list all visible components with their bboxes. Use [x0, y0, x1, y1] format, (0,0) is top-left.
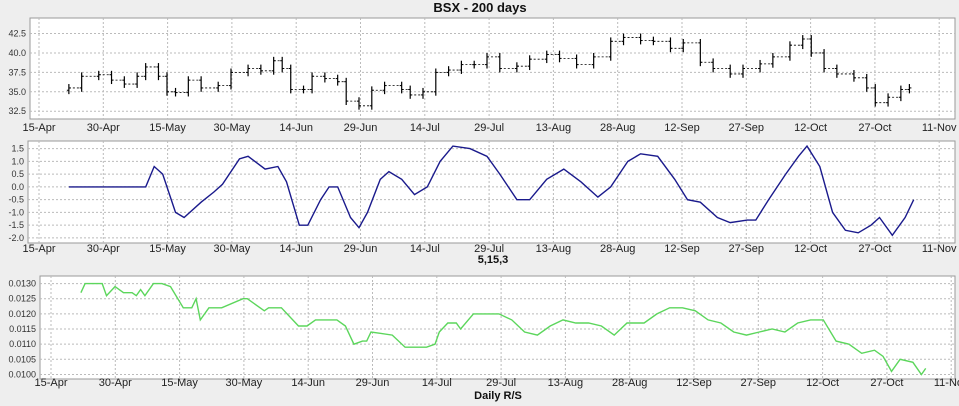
x-tick-label: 28-Aug	[600, 243, 635, 255]
x-tick-label: 12-Sep	[664, 243, 699, 255]
x-tick-label: 15-Apr	[34, 377, 67, 389]
ohlc-bar	[907, 84, 912, 94]
y-tick-label: 0.0100	[8, 369, 36, 379]
oscillator-plot-area	[27, 140, 956, 244]
y-tick-label: 40.0	[8, 48, 26, 58]
price-plot-area	[29, 17, 956, 120]
y-tick-label: 0.5	[11, 169, 24, 179]
oscillator-label: 5,15,3	[478, 254, 509, 266]
y-tick-label: -2.0	[8, 233, 24, 243]
x-tick-label: 11-Nov	[922, 122, 957, 134]
x-tick-label: 28-Aug	[612, 377, 647, 389]
y-tick-label: 35.0	[8, 87, 26, 97]
y-tick-label: 37.5	[8, 67, 26, 77]
y-tick-label: 0.0125	[8, 294, 36, 304]
oscillator-panel: 15-Apr 30-Apr 15-May 30-May 14-Jun 29-Jun 14-J…	[8, 140, 957, 255]
x-tick-label: 27-Oct	[858, 243, 891, 255]
x-tick-label: 27-Oct	[858, 122, 891, 134]
x-tick-label: 12-Sep	[676, 377, 711, 389]
x-tick-label: 30-May	[214, 122, 251, 134]
rs-label: Daily R/S	[474, 390, 522, 402]
y-tick-label: 0.0120	[8, 309, 36, 319]
x-tick-label: 30-Apr	[87, 243, 120, 255]
x-tick-label: 14-Jun	[291, 377, 325, 389]
x-tick-label: 29-Jul	[486, 377, 516, 389]
y-tick-label: 0.0115	[9, 324, 36, 334]
x-tick-label: 27-Sep	[729, 122, 764, 134]
y-tick-label: 0.0	[11, 182, 24, 192]
x-tick-label: 12-Sep	[664, 122, 699, 134]
y-tick-label: -0.5	[8, 195, 24, 205]
x-tick-label: 27-Oct	[870, 377, 903, 389]
y-tick-label: 0.0130	[8, 279, 36, 289]
x-tick-label: 14-Jul	[422, 377, 452, 389]
x-tick-label: 14-Jun	[279, 243, 313, 255]
y-tick-label: 32.5	[8, 106, 26, 116]
chart-title: BSX - 200 days	[433, 0, 526, 15]
x-tick-label: 14-Jun	[279, 122, 313, 134]
x-tick-label: 11-Nov	[934, 377, 959, 389]
rs-panel: 15-Apr 30-Apr 15-May 30-May 14-Jun 29-Jun 14-J…	[8, 275, 959, 389]
x-tick-label: 30-May	[214, 243, 251, 255]
x-tick-label: 12-Oct	[794, 122, 827, 134]
x-tick-label: 27-Sep	[741, 377, 776, 389]
y-tick-label: 0.0105	[8, 354, 36, 364]
x-tick-label: 15-May	[149, 243, 186, 255]
x-tick-label: 15-May	[149, 122, 186, 134]
x-tick-label: 11-Nov	[922, 243, 957, 255]
x-tick-label: 15-Apr	[22, 122, 55, 134]
x-tick-label: 29-Jul	[474, 243, 504, 255]
x-tick-label: 28-Aug	[600, 122, 635, 134]
y-tick-label: 1.0	[11, 156, 24, 166]
x-tick-label: 14-Jul	[410, 122, 440, 134]
x-tick-label: 30-May	[226, 377, 263, 389]
x-tick-label: 29-Jun	[344, 122, 378, 134]
y-tick-label: -1.0	[8, 207, 24, 217]
x-tick-label: 15-May	[161, 377, 198, 389]
x-tick-label: 13-Aug	[548, 377, 583, 389]
x-tick-label: 29-Jul	[474, 122, 504, 134]
y-tick-label: 42.5	[8, 29, 26, 39]
x-tick-label: 12-Oct	[794, 243, 827, 255]
x-tick-label: 14-Jul	[410, 243, 440, 255]
rs-series-line	[80, 282, 927, 376]
x-tick-label: 12-Oct	[806, 377, 839, 389]
price-panel: 15-Apr 30-Apr 15-May 30-May 14-Jun 29-Jun 14-J…	[8, 17, 957, 134]
x-tick-label: 29-Jun	[356, 377, 390, 389]
oscillator-series-line	[68, 144, 915, 237]
y-tick-label: -1.5	[8, 220, 24, 230]
x-tick-label: 13-Aug	[536, 243, 571, 255]
rs-plot-area	[39, 275, 956, 380]
x-tick-label: 13-Aug	[536, 122, 571, 134]
x-tick-label: 30-Apr	[99, 377, 132, 389]
y-tick-label: 0.0110	[9, 339, 36, 349]
x-tick-label: 30-Apr	[87, 122, 120, 134]
y-tick-label: 1.5	[11, 144, 24, 154]
x-tick-label: 29-Jun	[344, 243, 378, 255]
x-tick-label: 27-Sep	[729, 243, 764, 255]
x-tick-label: 15-Apr	[22, 243, 55, 255]
